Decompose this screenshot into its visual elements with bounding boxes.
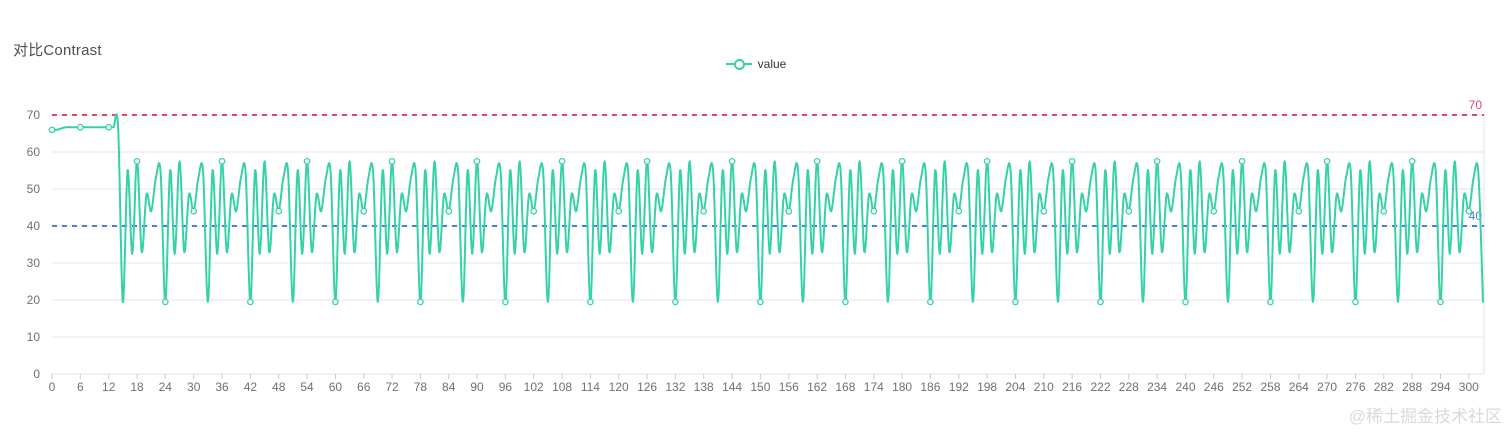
svg-text:132: 132 [665,380,685,394]
svg-text:270: 270 [1317,380,1337,394]
x-axis-labels: 0 6 12 18 24 30 36 42 48 54 60 66 72 78 84 90 96 102 108 11… [49,380,1479,394]
svg-text:30: 30 [27,256,41,270]
svg-text:138: 138 [694,380,714,394]
svg-text:114: 114 [581,380,600,394]
svg-text:216: 216 [1062,380,1082,394]
svg-text:70: 70 [27,108,41,122]
svg-text:30: 30 [187,380,201,394]
svg-text:54: 54 [300,380,314,394]
svg-text:222: 222 [1090,380,1110,394]
svg-text:120: 120 [609,380,629,394]
svg-text:96: 96 [499,380,513,394]
svg-text:18: 18 [130,380,144,394]
svg-text:66: 66 [357,380,371,394]
svg-text:276: 276 [1345,380,1365,394]
legend: value [0,57,1512,71]
svg-text:174: 174 [864,380,884,394]
svg-text:288: 288 [1402,380,1422,394]
svg-text:258: 258 [1260,380,1280,394]
legend-line-circle-icon [725,57,752,71]
svg-text:300: 300 [1459,380,1479,394]
svg-text:0: 0 [49,380,56,394]
svg-text:90: 90 [470,380,484,394]
svg-text:60: 60 [329,380,343,394]
svg-text:246: 246 [1204,380,1224,394]
svg-text:6: 6 [77,380,84,394]
svg-text:48: 48 [272,380,286,394]
svg-text:126: 126 [637,380,657,394]
svg-text:192: 192 [949,380,969,394]
series-line-value[interactable] [51,113,1484,303]
svg-text:20: 20 [27,293,41,307]
svg-text:10: 10 [27,330,41,344]
svg-text:50: 50 [27,182,41,196]
svg-text:78: 78 [414,380,428,394]
svg-text:24: 24 [159,380,173,394]
svg-text:228: 228 [1119,380,1139,394]
svg-text:204: 204 [1005,380,1025,394]
svg-text:40: 40 [27,219,41,233]
x-axis-ticks [51,374,1470,379]
svg-text:84: 84 [442,380,456,394]
svg-text:102: 102 [524,380,544,394]
svg-text:282: 282 [1374,380,1394,394]
svg-text:264: 264 [1289,380,1309,394]
legend-label: value [757,57,787,71]
svg-text:156: 156 [779,380,799,394]
svg-text:150: 150 [750,380,770,394]
svg-text:42: 42 [244,380,258,394]
svg-text:40: 40 [1469,209,1483,223]
svg-text:210: 210 [1034,380,1054,394]
svg-text:12: 12 [102,380,116,394]
chart-title: 对比Contrast [13,42,102,59]
svg-text:198: 198 [977,380,997,394]
svg-text:168: 168 [835,380,855,394]
svg-text:72: 72 [385,380,399,394]
svg-text:240: 240 [1175,380,1195,394]
y-axis-labels: 0 10 20 30 40 50 60 70 [27,108,41,381]
svg-text:0: 0 [33,367,40,381]
legend-item-value[interactable]: value [725,57,787,71]
svg-text:162: 162 [807,380,827,394]
series-symbols[interactable] [48,123,1473,306]
svg-text:294: 294 [1430,380,1450,394]
svg-text:36: 36 [215,380,229,394]
svg-text:70: 70 [1469,98,1483,112]
svg-text:186: 186 [920,380,940,394]
watermark: @稀土掘金技术社区 [1348,407,1502,426]
svg-text:108: 108 [552,380,572,394]
svg-text:180: 180 [892,380,912,394]
svg-text:252: 252 [1232,380,1252,394]
svg-text:60: 60 [27,145,41,159]
markline-70: 70 [52,98,1484,116]
svg-text:144: 144 [722,380,742,394]
svg-text:234: 234 [1147,380,1167,394]
